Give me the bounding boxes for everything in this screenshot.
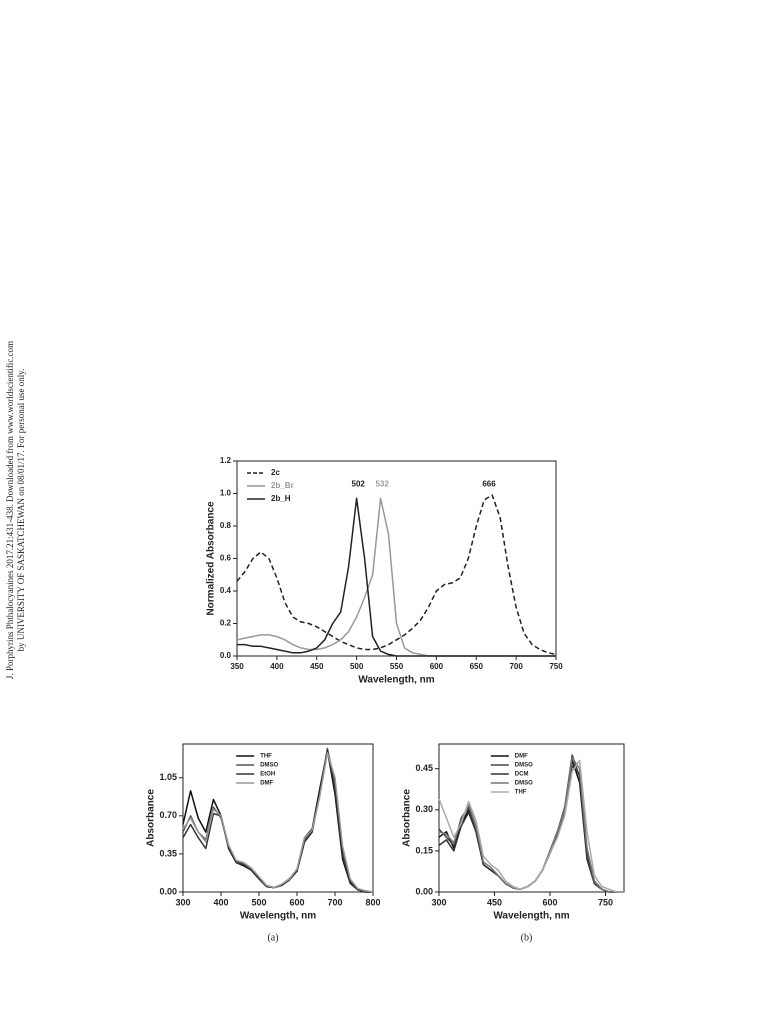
y-tick-label: 0.70 (159, 810, 177, 820)
x-tick-label: 750 (549, 662, 563, 671)
y-tick-label: 0.30 (415, 804, 433, 814)
x-tick-label: 500 (251, 897, 266, 907)
series-line (182, 749, 373, 893)
legend-label: THF (515, 790, 527, 796)
y-tick-label: 0.8 (220, 521, 232, 530)
series-line (236, 494, 557, 656)
legend-label: THF (260, 754, 272, 760)
series-line (438, 754, 624, 893)
x-axis-label: Wavelength, nm (493, 911, 569, 922)
plot-frame (236, 460, 557, 657)
y-tick-label: 0.35 (159, 848, 177, 858)
x-tick-label: 500 (350, 662, 364, 671)
legend-label: DMSO (260, 763, 278, 769)
peak-label: 502 (352, 480, 366, 489)
y-tick-label: 0.4 (220, 586, 232, 595)
y-axis-label: Absorbance (146, 789, 157, 847)
series-line (438, 759, 624, 893)
y-axis-label: Absorbance (402, 789, 413, 847)
peak-label: 666 (482, 480, 496, 489)
y-tick-label: 1.05 (159, 772, 177, 782)
legend-label: DMF (260, 781, 273, 787)
x-tick-label: 550 (390, 662, 404, 671)
x-tick-label: 700 (327, 897, 342, 907)
legend-label: DMF (515, 754, 528, 760)
y-tick-label: 0.45 (415, 763, 433, 773)
series-line (438, 756, 624, 893)
legend-label: 2b_Br (271, 481, 294, 490)
x-tick-label: 300 (431, 897, 446, 907)
x-tick-label: 700 (509, 662, 523, 671)
x-tick-label: 450 (487, 897, 502, 907)
x-tick-label: 600 (289, 897, 304, 907)
plot-frame (438, 743, 625, 893)
side-note: by UNIVERSITY OF SASKATCHEWAN on 08/01/1… (16, 369, 26, 652)
x-axis-label: Wavelength, nm (240, 911, 316, 922)
x-tick-label: 800 (365, 897, 380, 907)
y-tick-label: 0.2 (220, 619, 232, 628)
y-tick-label: 1.2 (220, 456, 232, 465)
y-axis-label: Normalized Absorbance (206, 501, 217, 616)
y-tick-label: 0.00 (159, 886, 177, 896)
y-tick-label: 0.0 (220, 651, 232, 660)
y-tick-label: 1.0 (220, 489, 232, 498)
series-line (182, 751, 374, 893)
series-line (236, 497, 556, 657)
y-tick-label: 0.15 (415, 845, 433, 855)
x-tick-label: 400 (270, 662, 284, 671)
x-tick-label: 350 (230, 662, 244, 671)
legend-label: DMSO (515, 763, 533, 769)
legend-label: 2b_H (271, 494, 291, 503)
x-tick-label: 300 (175, 897, 190, 907)
y-tick-label: 0.6 (220, 554, 232, 563)
figure-caption: (b) (521, 932, 533, 943)
series-line (237, 497, 556, 657)
legend-label: 2c (271, 468, 280, 477)
x-tick-label: 650 (470, 662, 484, 671)
legend-label: DMSO (515, 781, 533, 787)
legend-label: DCM (515, 772, 529, 778)
legend-label: EtOH (260, 772, 275, 778)
figure-caption: (a) (267, 932, 278, 943)
side-note: J. Porphyrins Phthalocyanines 2017.21:43… (5, 341, 15, 679)
x-axis-label: Wavelength, nm (358, 675, 434, 686)
peak-label: 532 (375, 480, 389, 489)
x-tick-label: 400 (213, 897, 228, 907)
x-tick-label: 750 (598, 897, 613, 907)
x-tick-label: 450 (310, 662, 324, 671)
x-tick-label: 600 (430, 662, 444, 671)
y-tick-label: 0.00 (415, 886, 433, 896)
plot-frame (182, 743, 374, 893)
x-tick-label: 600 (542, 897, 557, 907)
